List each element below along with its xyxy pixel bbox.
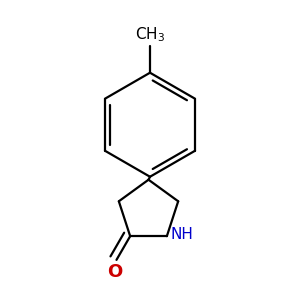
Text: NH: NH xyxy=(170,227,193,242)
Text: O: O xyxy=(107,263,123,281)
Text: CH$_3$: CH$_3$ xyxy=(135,26,165,44)
